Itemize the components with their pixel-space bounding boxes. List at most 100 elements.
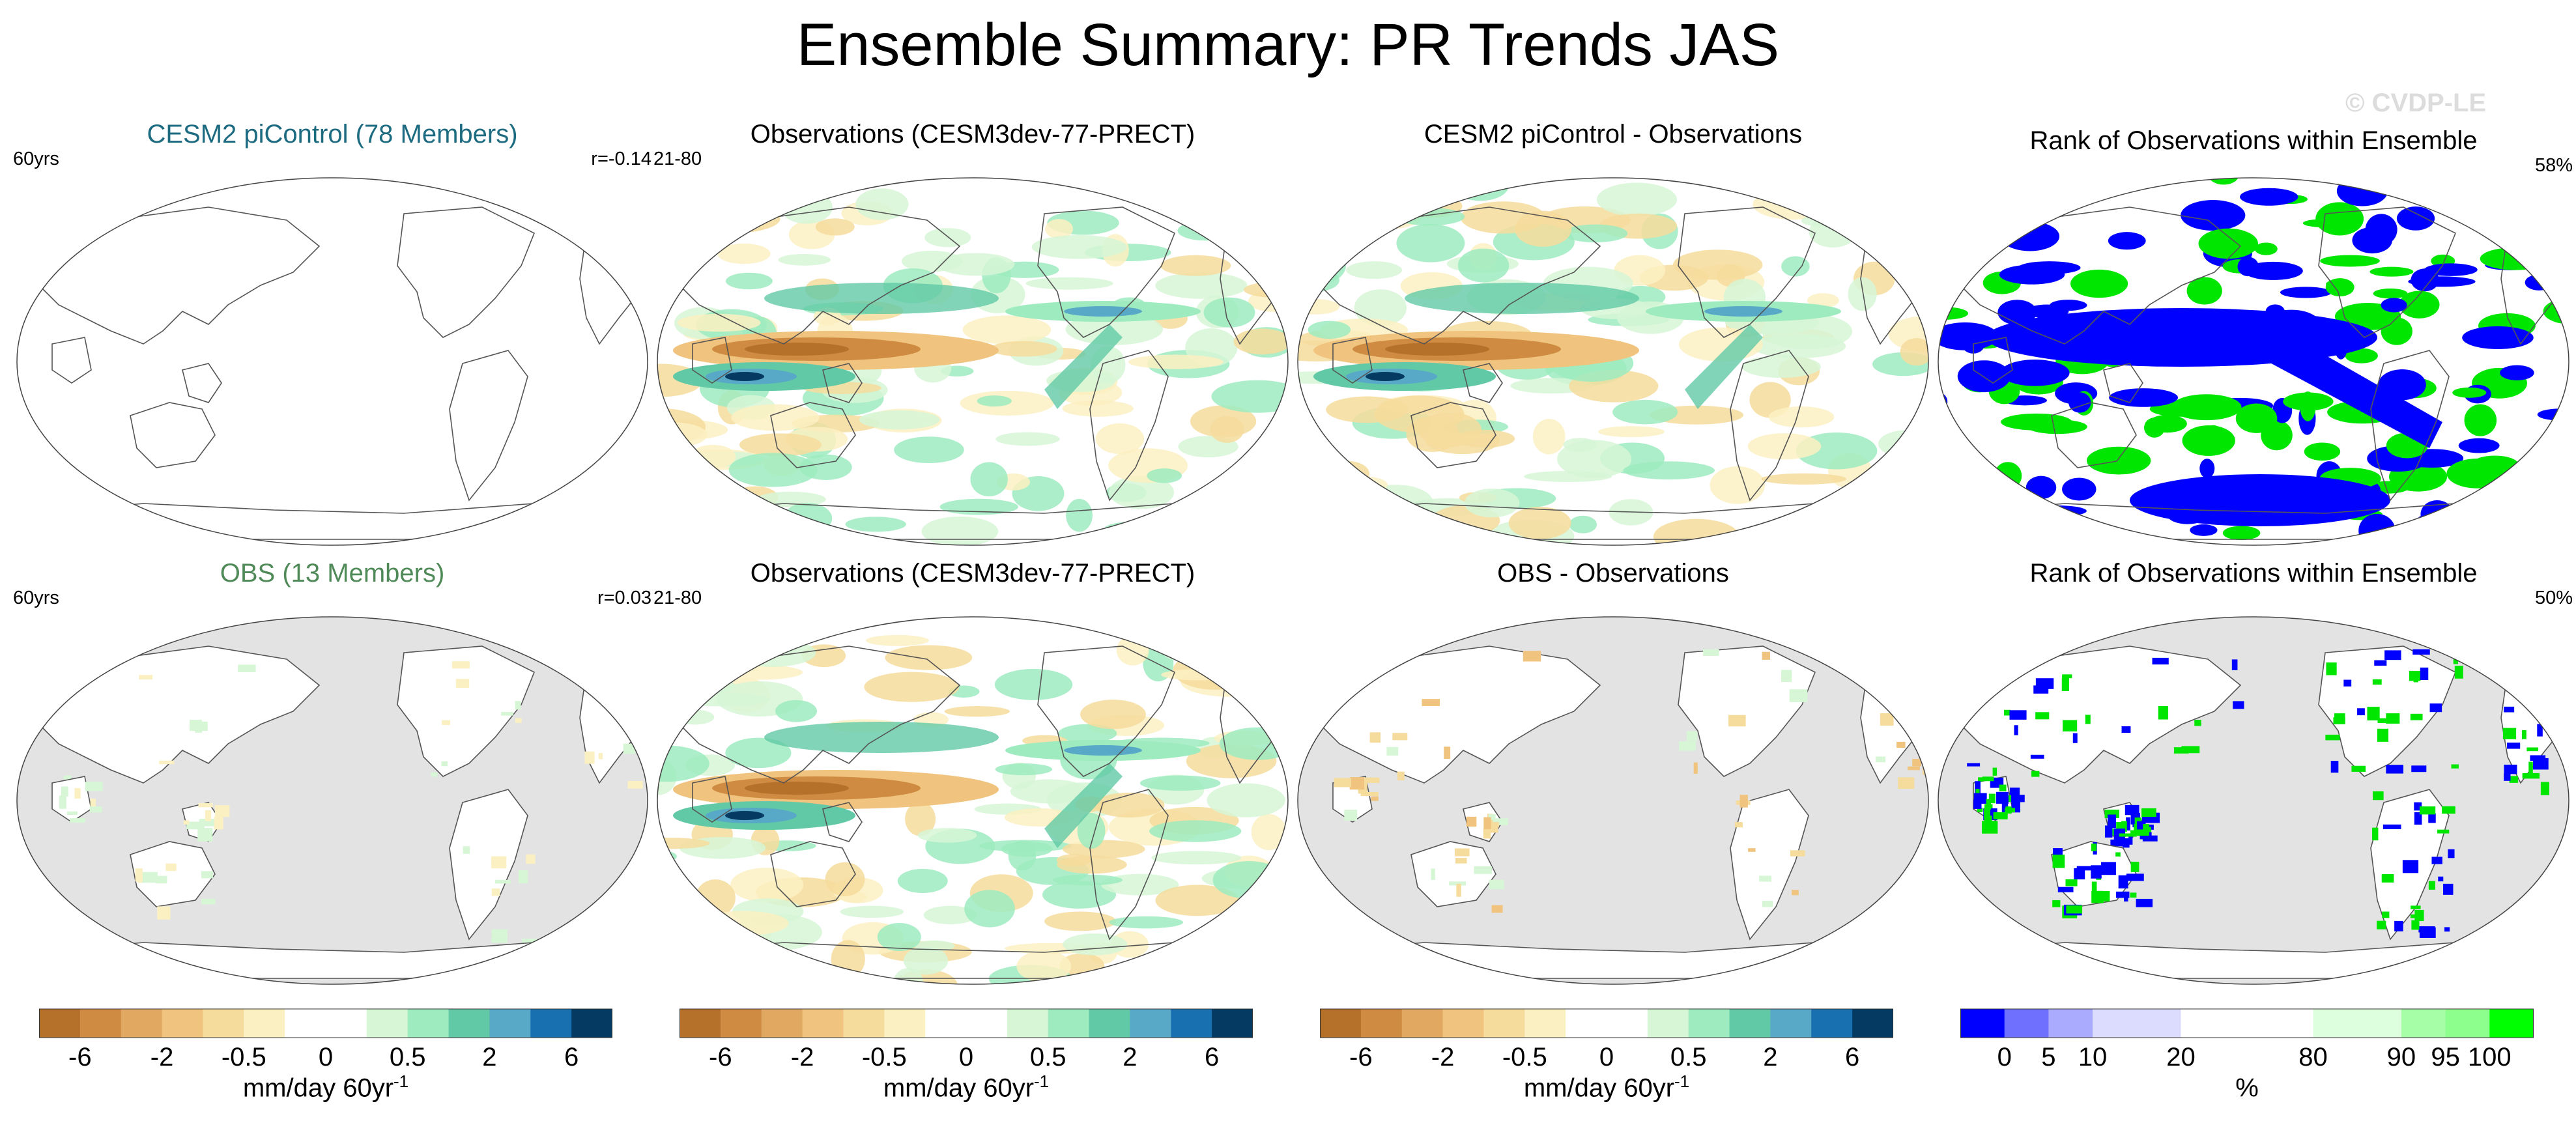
continent-outline <box>1037 646 1176 777</box>
land-patch <box>2141 808 2156 817</box>
land-patch <box>1489 879 1504 890</box>
dry-core <box>745 343 849 356</box>
land-patch <box>2419 806 2436 815</box>
land-patch <box>1759 875 1771 882</box>
colorbar-swatch <box>2136 1009 2181 1038</box>
field-blob <box>1346 261 1403 279</box>
land-patch <box>2528 761 2533 776</box>
continent-outline <box>822 363 863 403</box>
rank-blob <box>1938 203 1944 212</box>
colorbar-swatch <box>1048 1009 1090 1038</box>
field-blob <box>1220 197 1263 221</box>
land-patch <box>2326 662 2337 675</box>
land-patch <box>2451 764 2459 769</box>
land-patch <box>2052 900 2061 907</box>
field-blob <box>673 692 770 707</box>
rank-band <box>2247 318 2442 448</box>
rank-blob <box>2198 228 2259 259</box>
field-blob <box>676 709 715 725</box>
panel-r1c3: CESM2 piControl - Observations <box>1294 119 1932 548</box>
land-patch <box>2556 678 2560 687</box>
land-patch <box>2052 855 2065 868</box>
field-blob <box>970 462 1008 497</box>
land-patch <box>614 702 622 711</box>
land-patch <box>1487 821 1499 828</box>
land-patch <box>53 668 68 675</box>
panel-title: OBS (13 Members) <box>220 559 445 588</box>
land-patch <box>2005 806 2012 814</box>
field-blob <box>1653 518 1739 545</box>
land-patch <box>2411 920 2420 930</box>
map-blank <box>16 177 648 546</box>
land-patch <box>238 664 256 673</box>
rank-blob <box>2000 221 2060 251</box>
map-rank <box>1938 616 2569 985</box>
rank-blob <box>2018 261 2081 275</box>
continent-outline <box>449 789 528 941</box>
continent-outline <box>182 363 222 403</box>
colorbar-swatch <box>2401 1009 2446 1038</box>
field-blob <box>1152 178 1201 195</box>
field-blob <box>1900 244 1928 269</box>
colorbar-swatch <box>2268 1009 2314 1038</box>
land-patch <box>455 679 470 688</box>
land-patch <box>518 870 528 884</box>
continent-outline <box>1973 337 2013 384</box>
field-blob <box>1203 297 1255 328</box>
land-patch <box>1321 646 1334 660</box>
figure-title: Ensemble Summary: PR Trends JAS <box>796 12 1780 78</box>
panel-r1c4: Rank of Observations within Ensemble 58% <box>1934 119 2573 548</box>
land-patch <box>2386 713 2400 724</box>
land-patch <box>2557 741 2564 750</box>
continent-outline <box>1463 363 1503 403</box>
rank-blob <box>2027 419 2087 434</box>
field-blob <box>739 433 822 457</box>
field-blob <box>1394 207 1465 226</box>
field-blob <box>995 763 1053 776</box>
continent-outline <box>38 206 321 345</box>
land-patch <box>2394 920 2403 931</box>
field-blob <box>1339 180 1388 201</box>
dry-core <box>745 782 849 795</box>
map-trend <box>657 616 1289 985</box>
rank-blob <box>2555 459 2569 484</box>
land-patch <box>2076 866 2093 871</box>
land-patch <box>1703 649 1719 657</box>
land-patch <box>1488 814 1496 820</box>
colorbar-tick: 5 <box>2041 1043 2056 1071</box>
land-patch <box>1792 890 1799 896</box>
colorbar-swatch <box>1089 1009 1130 1038</box>
land-patch <box>2431 857 2442 864</box>
field-blob <box>917 828 977 843</box>
land-patch <box>1422 699 1440 706</box>
colorbar-tick: -0.5 <box>1502 1043 1547 1071</box>
land-patch <box>2128 834 2133 845</box>
colorbar-swatch <box>448 1009 490 1038</box>
continent-outline <box>1730 789 1809 941</box>
colorbar-swatch <box>1442 1009 1484 1038</box>
field-blob <box>1870 481 1928 518</box>
field-blob <box>689 204 780 233</box>
field-blob <box>780 191 833 224</box>
field-blob <box>775 700 818 722</box>
wet-core <box>725 811 764 820</box>
land-patch <box>1488 827 1498 833</box>
land-patch <box>2009 788 2020 795</box>
land-patch <box>2414 802 2422 811</box>
rank-blob <box>2144 418 2165 438</box>
field-blob <box>1093 792 1165 818</box>
land-patch <box>61 786 68 797</box>
rank-blob <box>2562 447 2569 473</box>
colorbar-swatch <box>1770 1009 1812 1038</box>
field-blob <box>1354 289 1407 326</box>
field-blob <box>697 977 729 984</box>
land-patch <box>2011 795 2025 802</box>
field-blob <box>1224 203 1288 236</box>
field-blob <box>1257 906 1287 918</box>
map-border <box>657 177 1289 546</box>
field-blob <box>1233 221 1288 250</box>
field-blob <box>717 243 771 264</box>
continent-outline <box>1089 789 1169 941</box>
land-patch <box>139 675 153 680</box>
wet-core <box>1064 306 1142 317</box>
